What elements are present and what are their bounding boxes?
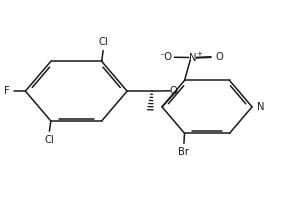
Text: +: +: [196, 51, 202, 57]
Text: Cl: Cl: [44, 135, 54, 145]
Text: F: F: [4, 86, 10, 96]
Text: O: O: [170, 86, 178, 96]
Text: N: N: [189, 53, 197, 63]
Text: Cl: Cl: [98, 37, 108, 47]
Text: O: O: [216, 52, 224, 62]
Text: ⁻O: ⁻O: [159, 52, 172, 62]
Text: Br: Br: [178, 147, 190, 157]
Text: N: N: [257, 102, 264, 112]
